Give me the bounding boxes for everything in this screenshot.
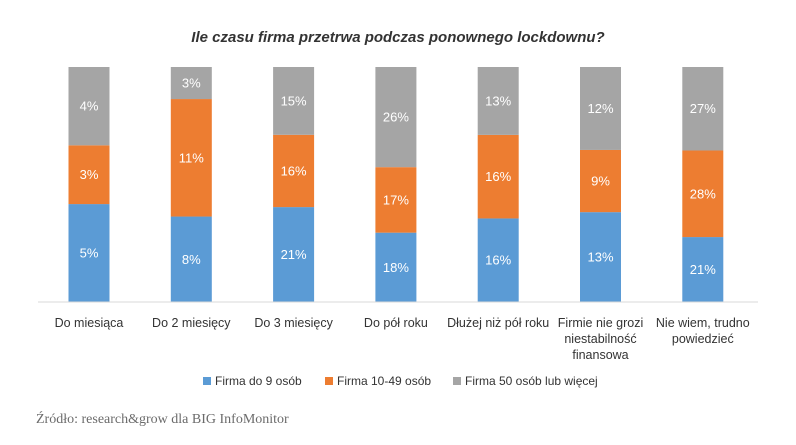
- category-label-5-line-1: niestabilność: [564, 332, 636, 346]
- chart-title: Ile czasu firma przetrwa podczas ponowne…: [191, 29, 604, 46]
- data-label-s2-c6: 27%: [690, 101, 716, 116]
- bar-segment-s2-c2: [273, 67, 315, 135]
- bar-segment-s0-c4: [477, 218, 519, 302]
- bar-segment-s0-c2: [273, 207, 315, 302]
- bar-segment-s1-c3: [375, 167, 417, 233]
- bar-segment-s2-c1: [170, 67, 212, 100]
- legend-swatch-1: [325, 377, 333, 385]
- bar-segment-s0-c5: [580, 212, 621, 302]
- bar-segment-s0-c1: [170, 216, 212, 302]
- bars-layer: 5% 3% 4% 8% 11% 3% 21% 16% 15% 18% 17% 26% 16% 16% 13%…: [68, 67, 724, 302]
- data-label-s1-c0: 3%: [80, 167, 99, 182]
- bar-segment-s0-c6: [682, 237, 724, 302]
- data-label-s2-c4: 13%: [485, 93, 511, 108]
- data-label-s2-c3: 26%: [383, 110, 409, 125]
- data-label-s2-c5: 12%: [587, 101, 613, 116]
- source-caption: Źródło: research&grow dla BIG InfoMonito…: [36, 412, 289, 427]
- legend-label-2: Firma 50 osób lub więcej: [465, 374, 598, 388]
- category-label-4-line-0: Dłużej niż pół roku: [447, 316, 549, 330]
- data-label-s2-c1: 3%: [182, 76, 201, 91]
- bar-segment-s2-c6: [682, 67, 724, 151]
- data-label-s1-c6: 28%: [690, 186, 716, 201]
- data-label-s0-c6: 21%: [690, 262, 716, 277]
- data-label-s1-c2: 16%: [281, 163, 307, 178]
- bar-segment-s1-c0: [68, 145, 110, 205]
- category-label-5-line-0: Firmie nie grozi: [558, 316, 643, 330]
- category-label-3-line-0: Do pół roku: [364, 316, 428, 330]
- bar-segment-s2-c4: [477, 67, 519, 135]
- data-label-s0-c0: 5%: [80, 246, 99, 261]
- bar-segment-s2-c5: [580, 67, 621, 150]
- bar-segment-s0-c3: [375, 232, 417, 302]
- category-labels: Do miesiąca Do 2 miesięcy Do 3 miesięcy Do …: [55, 316, 750, 362]
- category-label-6-line-0: Nie wiem, trudno: [656, 316, 750, 330]
- data-label-s0-c3: 18%: [383, 260, 409, 275]
- category-label-6-line-1: powiedzieć: [672, 332, 734, 346]
- bar-segment-s0-c0: [68, 204, 110, 302]
- legend: Firma do 9 osób Firma 10-49 osób Firma 50 …: [203, 374, 598, 388]
- bar-segment-s2-c0: [68, 67, 110, 146]
- bar-segment-s1-c2: [273, 134, 315, 208]
- bar-segment-s1-c1: [170, 99, 212, 217]
- category-label-5-line-2: finansowa: [572, 348, 628, 362]
- category-label-0-line-0: Do miesiąca: [55, 316, 124, 330]
- data-label-s2-c2: 15%: [281, 93, 307, 108]
- data-label-s0-c2: 21%: [281, 247, 307, 262]
- data-label-s1-c1: 11%: [179, 150, 204, 165]
- legend-swatch-2: [453, 377, 461, 385]
- legend-label-0: Firma do 9 osób: [215, 374, 302, 388]
- category-label-1-line-0: Do 2 miesięcy: [152, 316, 231, 330]
- bar-segment-s1-c4: [477, 134, 519, 219]
- data-label-s0-c4: 16%: [485, 253, 511, 268]
- data-label-s1-c4: 16%: [485, 169, 511, 184]
- legend-label-1: Firma 10-49 osób: [337, 374, 431, 388]
- bar-segment-s1-c5: [580, 149, 621, 213]
- data-label-s2-c0: 4%: [80, 99, 99, 114]
- data-label-s0-c1: 8%: [182, 252, 201, 267]
- data-label-s1-c5: 9%: [591, 174, 610, 189]
- legend-swatch-0: [203, 377, 211, 385]
- data-label-s0-c5: 13%: [587, 250, 613, 265]
- bar-segment-s1-c6: [682, 150, 724, 238]
- bar-segment-s2-c3: [375, 67, 417, 168]
- data-label-s1-c3: 17%: [383, 192, 409, 207]
- category-label-2-line-0: Do 3 miesięcy: [254, 316, 333, 330]
